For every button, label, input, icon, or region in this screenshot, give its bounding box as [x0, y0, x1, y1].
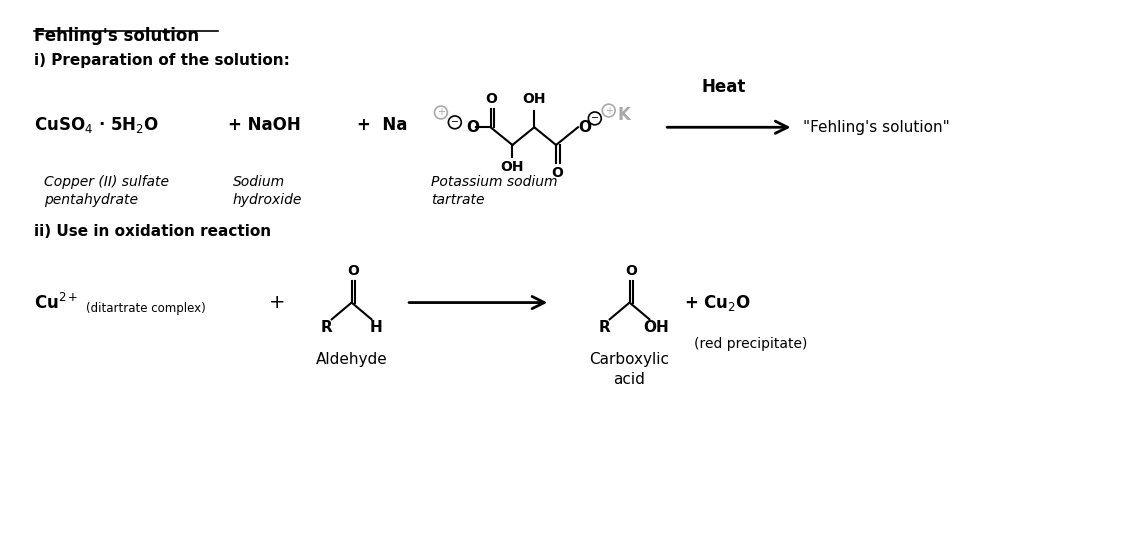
Text: O: O	[466, 120, 479, 135]
Text: (red precipitate): (red precipitate)	[694, 337, 807, 351]
Text: Carboxylic
acid: Carboxylic acid	[589, 352, 669, 386]
Text: R: R	[321, 320, 333, 335]
Text: CuSO$_4$ · 5H$_2$O: CuSO$_4$ · 5H$_2$O	[34, 115, 158, 135]
Text: +: +	[269, 293, 285, 312]
Text: −: −	[591, 113, 598, 123]
Text: +: +	[437, 107, 445, 117]
Text: Copper (II) sulfate
pentahydrate: Copper (II) sulfate pentahydrate	[43, 174, 169, 207]
Text: O: O	[625, 264, 637, 278]
Text: +: +	[604, 106, 612, 116]
Text: K: K	[618, 106, 630, 124]
Text: O: O	[552, 165, 563, 180]
Text: (ditartrate complex): (ditartrate complex)	[86, 302, 205, 315]
Text: OH: OH	[522, 92, 546, 106]
Text: −: −	[450, 117, 459, 127]
Text: Fehling's solution: Fehling's solution	[34, 27, 199, 45]
Text: O: O	[486, 92, 497, 106]
Text: H: H	[370, 320, 383, 335]
Text: Cu$^{2+}$: Cu$^{2+}$	[34, 293, 79, 312]
Text: R: R	[598, 320, 611, 335]
Text: +  Na: + Na	[357, 116, 407, 134]
Text: ii) Use in oxidation reaction: ii) Use in oxidation reaction	[34, 224, 271, 239]
Text: + NaOH: + NaOH	[228, 116, 300, 134]
Text: Heat: Heat	[702, 78, 746, 96]
Text: + Cu$_2$O: + Cu$_2$O	[684, 293, 751, 312]
Text: Potassium sodium
tartrate: Potassium sodium tartrate	[431, 174, 557, 207]
Text: O: O	[348, 264, 359, 278]
Text: O: O	[578, 120, 591, 135]
Text: Sodium
hydroxide: Sodium hydroxide	[233, 174, 302, 207]
Text: i) Preparation of the solution:: i) Preparation of the solution:	[34, 53, 290, 68]
Text: OH: OH	[500, 160, 524, 174]
Text: Aldehyde: Aldehyde	[316, 352, 388, 367]
Text: "Fehling's solution": "Fehling's solution"	[804, 120, 950, 135]
Text: OH: OH	[643, 320, 669, 335]
